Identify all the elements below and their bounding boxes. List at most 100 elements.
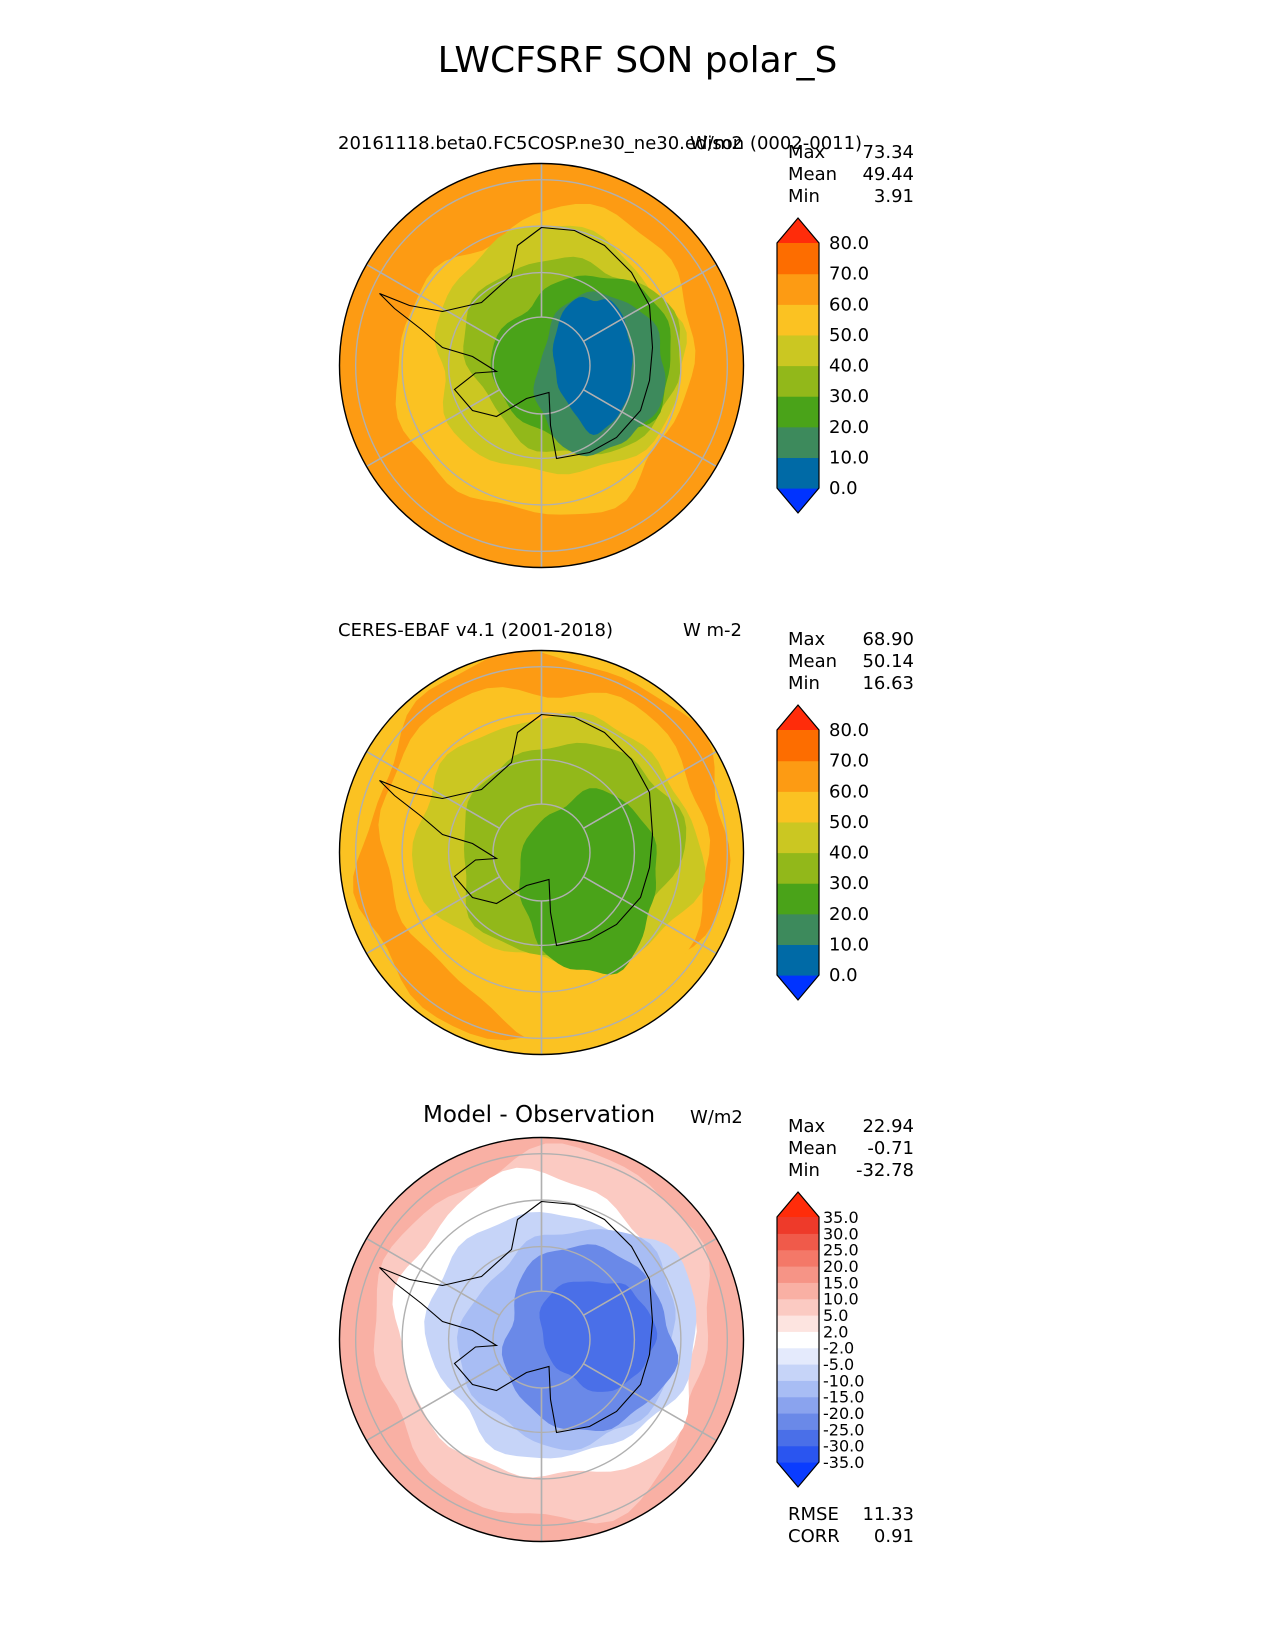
- graticule: [354, 163, 729, 568]
- colorbar-swatch: [777, 426, 819, 458]
- colorbar-tick-label: 2.0: [823, 1322, 848, 1341]
- stat-value: 50.14: [862, 651, 914, 672]
- stat-key: Max: [788, 1116, 826, 1137]
- stat-value: 0.91: [873, 1526, 914, 1547]
- panel-ref: CERES-EBAF v4.1 (2001-2018) W m-2 Max 68.…: [0, 0, 1275, 1056]
- colorbar: 35.030.025.020.015.010.05.02.0-2.0-5.0-1…: [776, 1191, 864, 1488]
- colorbar-tick-label: -5.0: [823, 1355, 854, 1374]
- stat-key: Min: [788, 186, 820, 207]
- colorbar-tick-label: 60.0: [829, 781, 869, 802]
- colorbar-swatch: [777, 1445, 819, 1463]
- stat-value: 11.33: [862, 1504, 914, 1525]
- panel-diff: Model - Observation W/m2 Max 22.94 Mean -0…: [0, 0, 1275, 1547]
- stat-key: Mean: [788, 651, 838, 672]
- colorbar-tick-label: 80.0: [829, 720, 869, 741]
- colorbar-outline: [776, 1191, 820, 1488]
- colorbar-tick-label: 5.0: [823, 1306, 848, 1325]
- colorbar-swatch: [777, 1429, 819, 1447]
- colorbar-swatch: [777, 1364, 819, 1381]
- colorbar-tick-label: 15.0: [823, 1273, 859, 1292]
- colorbar-tick-label: 20.0: [829, 904, 869, 925]
- colorbar-swatch: [777, 852, 819, 884]
- stat-key: RMSE: [788, 1504, 839, 1525]
- colorbar-tick-label: -10.0: [823, 1371, 864, 1390]
- colorbar-swatch: [777, 821, 819, 854]
- colorbar-swatch: [777, 1266, 819, 1283]
- colorbar-swatch: [777, 1380, 819, 1398]
- colorbar-swatch: [777, 883, 819, 915]
- colorbar-tick-label: 0.0: [829, 965, 858, 986]
- colorbar-tick-label: 10.0: [829, 447, 869, 468]
- colorbar-tick-label: -20.0: [823, 1404, 864, 1423]
- colorbar-extend-low: [777, 975, 819, 1000]
- colorbar-outline: [776, 217, 820, 514]
- colorbar-tick-label: -30.0: [823, 1437, 864, 1456]
- panel-units: W m-2: [683, 620, 743, 641]
- colorbar-swatch: [777, 243, 819, 275]
- stat-key: Mean: [788, 1138, 838, 1159]
- colorbar-swatch: [777, 304, 819, 336]
- colorbar-outline: [776, 704, 820, 1001]
- stat-key: Min: [788, 1160, 820, 1181]
- colorbar-tick-label: 80.0: [829, 233, 869, 254]
- colorbar-extend-high: [777, 218, 819, 243]
- graticule: [354, 650, 729, 1055]
- coastline: [379, 713, 654, 947]
- colorbar-swatch: [777, 1282, 819, 1300]
- skill-stats-box: RMSE 11.33 CORR 0.91: [788, 1504, 914, 1548]
- stat-key: Max: [788, 142, 826, 163]
- colorbar-swatch: [777, 730, 819, 762]
- map-field-plateau-core: [539, 1281, 658, 1392]
- panel-left-label: 20161118.beta0.FC5COSP.ne30_ne30.edison …: [338, 133, 863, 154]
- panel-units: W/m2: [690, 133, 743, 154]
- stat-key: Max: [788, 629, 826, 650]
- panel-units: W/m2: [690, 1107, 743, 1128]
- stat-key: Mean: [788, 164, 838, 185]
- stat-value: 16.63: [862, 673, 914, 694]
- colorbar-tick-label: 60.0: [829, 294, 869, 315]
- colorbar-tick-label: 70.0: [829, 751, 869, 772]
- stat-value: 3.91: [873, 186, 914, 207]
- colorbar-tick-label: 70.0: [829, 264, 869, 285]
- colorbar-tick-label: 30.0: [829, 873, 869, 894]
- colorbar-tick-label: 10.0: [823, 1290, 859, 1309]
- colorbar-swatch: [777, 365, 819, 397]
- map-field-plateau-core: [552, 296, 633, 435]
- map-boundary: [338, 162, 745, 569]
- stat-key: Min: [788, 673, 820, 694]
- colorbar-extend-high: [777, 705, 819, 730]
- stat-value: 49.44: [862, 164, 914, 185]
- colorbar-extend-high: [777, 1192, 819, 1217]
- coastline: [379, 226, 654, 460]
- colorbar-tick-label: -25.0: [823, 1420, 864, 1439]
- colorbar: 80.0 70.0 60.0 50.0 40.0 30.0 20.0 10.0 0.0: [776, 704, 869, 1001]
- map-boundary: [338, 1136, 745, 1543]
- stat-value: -0.71: [867, 1138, 914, 1159]
- colorbar: 80.0 70.0 60.0 50.0 40.0 30.0 20.0 10.0 0.0: [776, 217, 869, 514]
- colorbar-tick-label: -15.0: [823, 1388, 864, 1407]
- colorbar-swatch: [777, 1217, 819, 1234]
- polar-map: [338, 649, 745, 1056]
- colorbar-tick-label: 10.0: [829, 934, 869, 955]
- colorbar-extend-low: [777, 488, 819, 513]
- colorbar-tick-label: 30.0: [829, 386, 869, 407]
- colorbar-tick-label: 50.0: [829, 812, 869, 833]
- colorbar-swatch: [777, 1315, 819, 1332]
- colorbar-tick-label: 40.0: [829, 356, 869, 377]
- colorbar-swatch: [777, 1331, 819, 1349]
- colorbar-tick-label: -35.0: [823, 1453, 864, 1472]
- polar-map: [338, 1136, 745, 1543]
- colorbar-swatch: [777, 457, 819, 489]
- stat-value: 73.34: [862, 142, 914, 163]
- stat-value: -32.78: [855, 1160, 914, 1181]
- colorbar-swatch: [777, 944, 819, 976]
- colorbar-swatch: [777, 1249, 819, 1267]
- panel-left-label: Model - Observation: [423, 1102, 656, 1128]
- colorbar-tick-label: 25.0: [823, 1241, 859, 1260]
- colorbar-swatch: [777, 1298, 819, 1316]
- figure-title: LWCFSRF SON polar_S: [437, 40, 838, 81]
- colorbar-tick-label: 20.0: [823, 1257, 859, 1276]
- colorbar-swatch: [777, 273, 819, 305]
- colorbar-swatch: [777, 1233, 819, 1251]
- colorbar-swatch: [777, 1396, 819, 1414]
